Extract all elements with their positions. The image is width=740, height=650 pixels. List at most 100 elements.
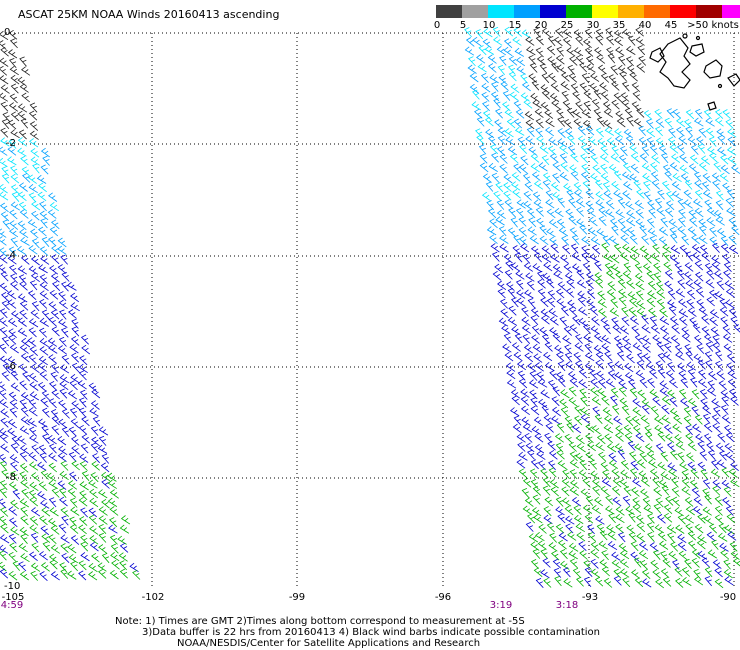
wind-barb (686, 361, 697, 371)
wind-barb (603, 108, 614, 118)
wind-barb (666, 524, 677, 534)
wind-barb (69, 524, 79, 534)
wind-barb (670, 233, 678, 244)
wind-barb (719, 450, 727, 461)
wind-barb (0, 343, 7, 354)
wind-barb (684, 514, 695, 524)
wind-barb (632, 91, 641, 101)
wind-barb (486, 200, 495, 211)
wind-barb (632, 477, 642, 488)
wind-barb (685, 279, 695, 290)
wind-barb (593, 89, 602, 100)
wind-barb (614, 371, 625, 381)
wind-barb (683, 406, 692, 417)
wind-barb (7, 427, 17, 438)
wind-barb (523, 344, 534, 354)
wind-barb (575, 101, 584, 111)
wind-barb (556, 64, 567, 74)
wind-barb (595, 359, 605, 370)
wind-barb (610, 153, 620, 163)
wind-barb (577, 125, 586, 136)
wind-barb (535, 578, 544, 588)
wind-barb (560, 406, 569, 417)
wind-barb (49, 559, 58, 570)
wind-barb (0, 408, 10, 418)
wind-barb (571, 496, 582, 507)
wind-barb (20, 236, 30, 246)
wind-barb (41, 390, 50, 401)
wind-barb (596, 54, 606, 64)
wind-barb (596, 434, 606, 445)
wind-barb (640, 415, 650, 425)
wind-barb (533, 180, 544, 190)
wind-barb (19, 444, 30, 455)
wind-barb (635, 26, 644, 37)
wind-barb (48, 301, 58, 311)
wind-barb (694, 108, 703, 119)
wind-barb (561, 72, 570, 82)
wind-barb (615, 271, 624, 282)
wind-barb (510, 262, 521, 272)
wind-barb (636, 63, 646, 73)
wind-barb (528, 54, 537, 65)
wind-barb (9, 227, 19, 238)
wind-barb (595, 199, 605, 209)
wind-barb (714, 270, 724, 280)
wind-barb (504, 26, 514, 37)
wind-barb (7, 356, 17, 366)
wind-barb (540, 315, 550, 325)
wind-barb (554, 344, 564, 354)
wind-barb (547, 289, 556, 300)
wind-barb (614, 128, 624, 138)
wind-barb (29, 481, 39, 492)
pass-time-east-1: 3:19 (489, 600, 513, 611)
wind-barb (696, 343, 705, 354)
wind-barb (720, 404, 729, 415)
wind-barb (525, 442, 535, 453)
wind-barb (10, 470, 18, 481)
wind-barb (17, 435, 27, 445)
wind-barb (9, 58, 17, 69)
wind-barb (557, 281, 567, 291)
wind-barb (80, 541, 89, 552)
wind-barb (89, 541, 99, 552)
wind-barb (671, 477, 679, 488)
wind-barb (20, 391, 31, 402)
wind-barb (712, 479, 722, 490)
lat-label-8: -8 (6, 472, 16, 483)
wind-barb (0, 247, 8, 258)
santa-cruz-island (703, 59, 723, 79)
wind-barb (611, 180, 621, 191)
wind-barb (704, 494, 712, 505)
wind-barb (664, 117, 673, 128)
wind-barb (583, 101, 592, 112)
wind-barb (620, 469, 630, 479)
wind-barb (696, 136, 705, 146)
wind-barb (476, 134, 485, 145)
wind-barb (482, 38, 492, 49)
wind-barb (557, 513, 566, 524)
wind-barb (648, 459, 658, 469)
wind-barb (503, 333, 512, 344)
wind-barb (652, 334, 662, 344)
wind-barb (39, 201, 47, 212)
wind-barb (594, 413, 603, 424)
wind-barb (663, 512, 673, 523)
wind-barb (581, 245, 590, 256)
wind-barb (29, 102, 38, 113)
wind-barb (601, 395, 610, 406)
wind-barb (78, 560, 87, 571)
wind-barb (656, 281, 664, 291)
wind-barb (67, 543, 77, 554)
wind-barb (579, 62, 587, 73)
wind-barb (595, 28, 604, 39)
wind-barb (573, 189, 584, 199)
wind-barb (575, 54, 585, 65)
wind-barb (657, 352, 666, 363)
wind-barb (531, 507, 542, 517)
wind-barb (638, 125, 646, 136)
wind-barb (557, 361, 566, 372)
wind-barb (631, 82, 640, 92)
wind-barb (1, 469, 10, 480)
wind-barb (681, 235, 690, 246)
